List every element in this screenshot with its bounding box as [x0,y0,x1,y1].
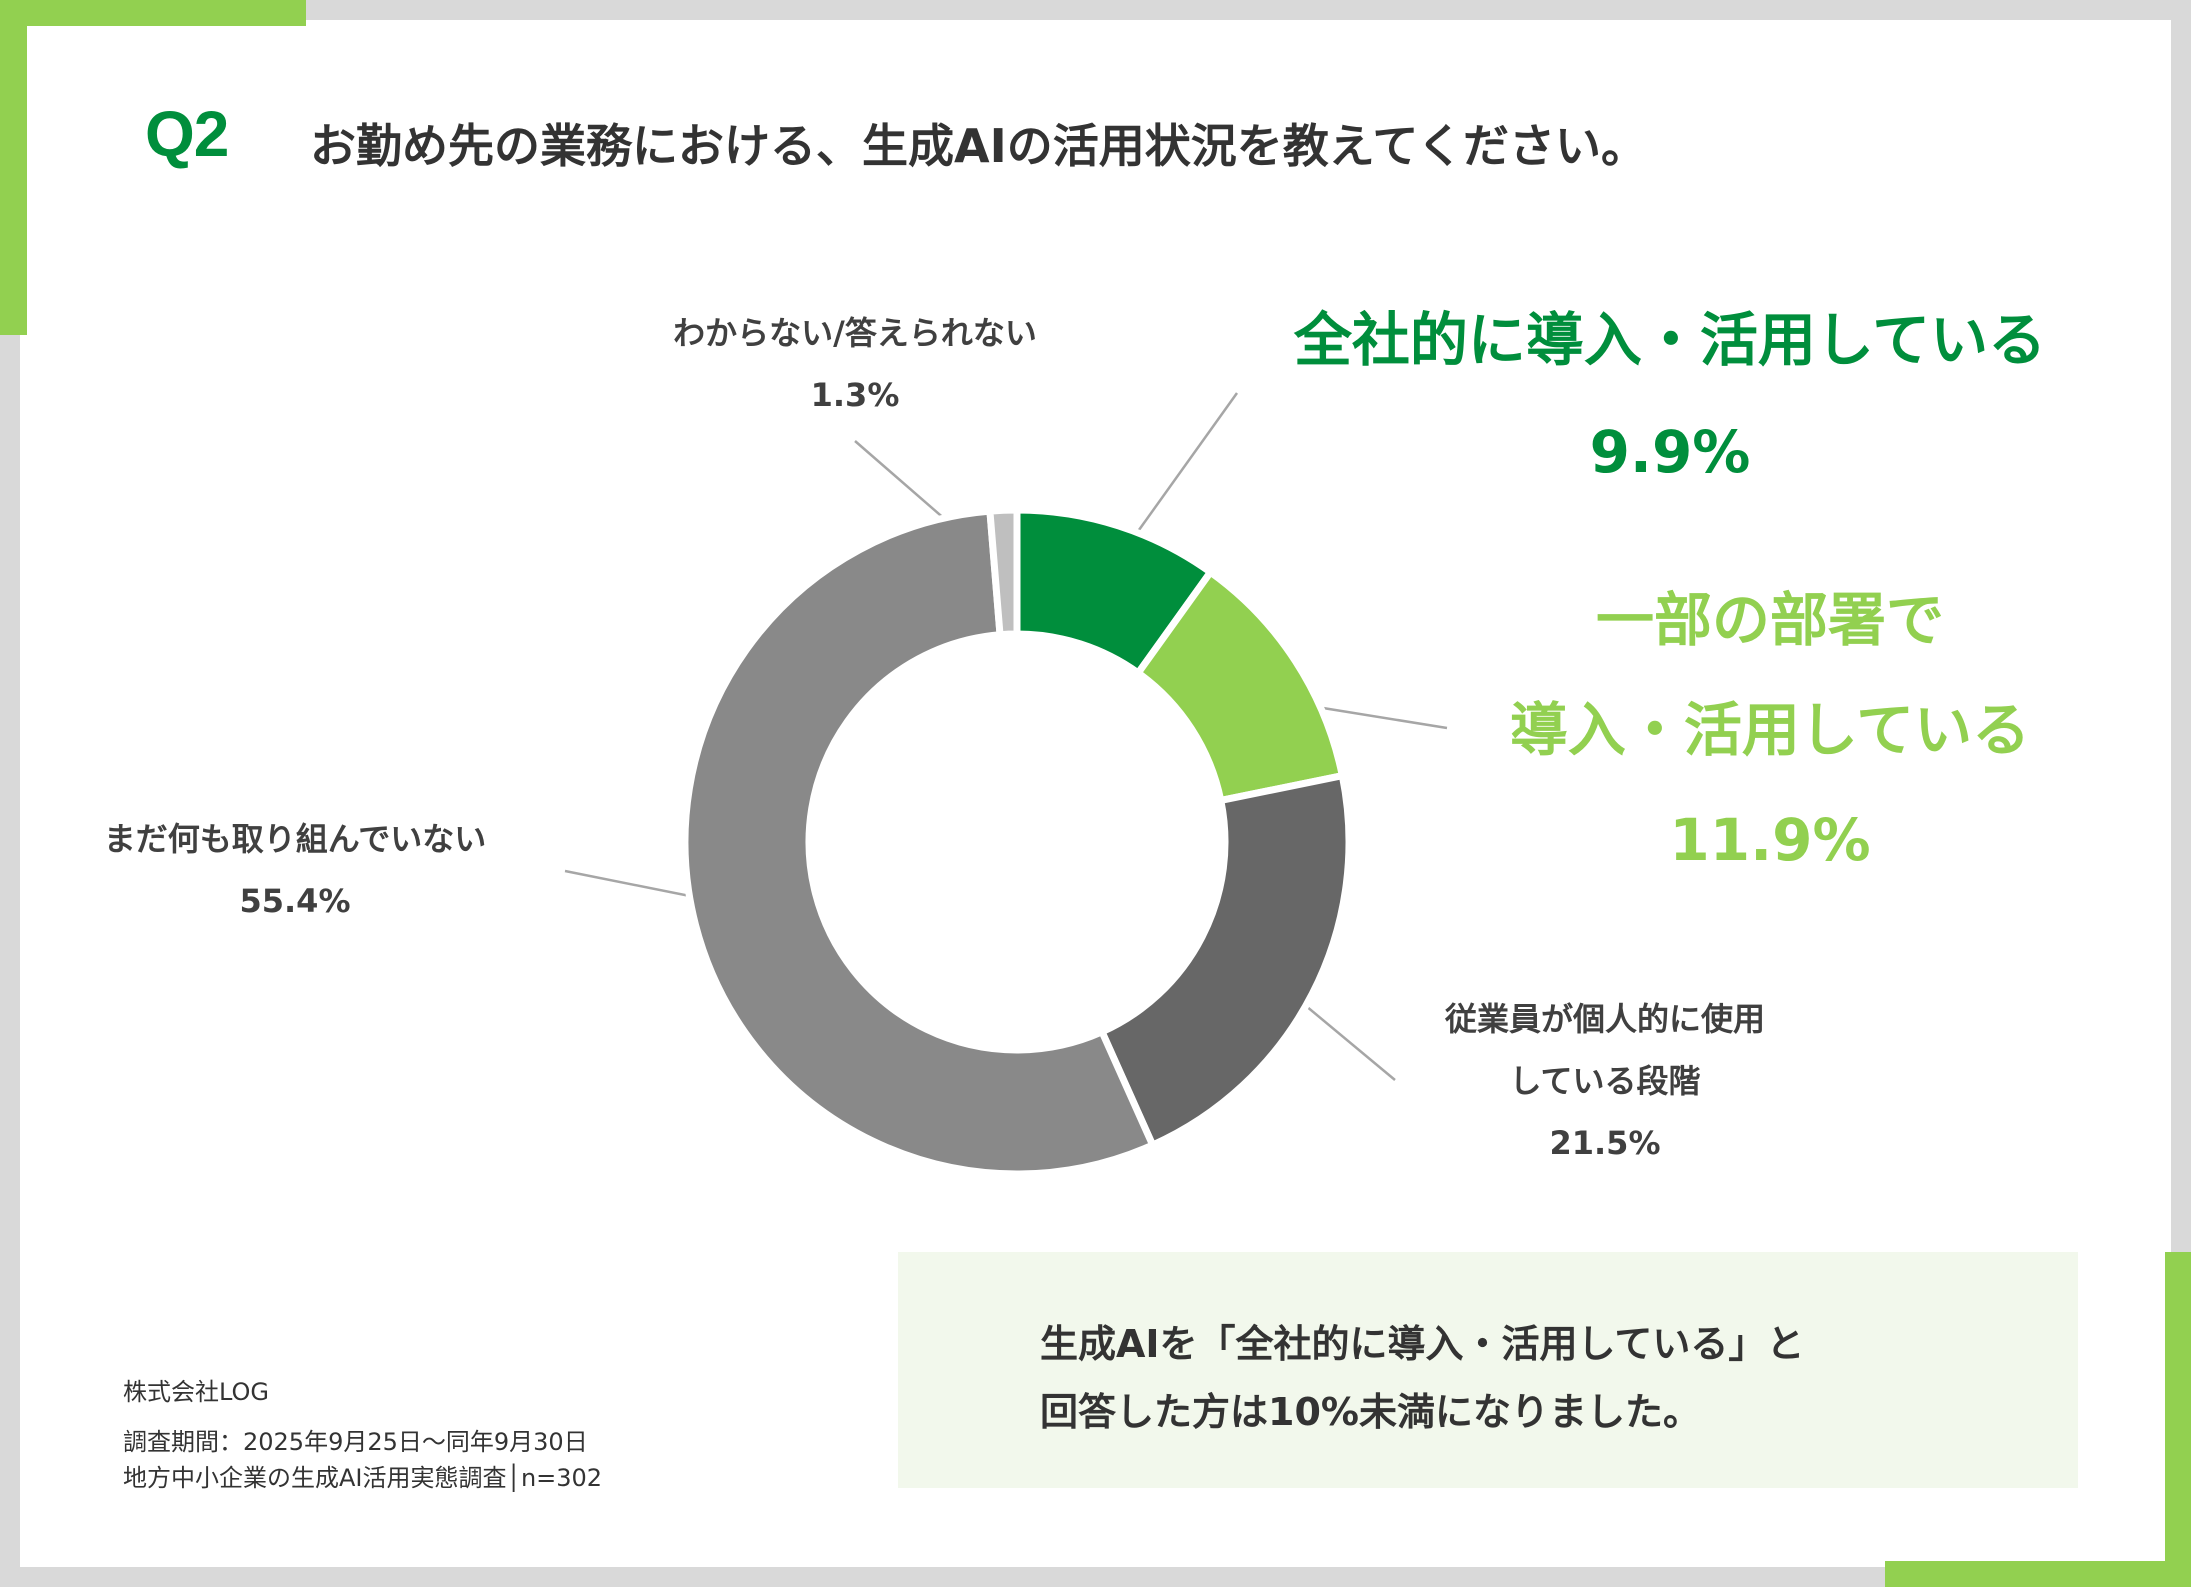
label-zenshateki-name: 全社的に導入・活用している [1293,306,2047,374]
accent-bar-bottom-right-vertical [2165,1252,2191,1587]
label-mada: まだ何も取り組んでいない 55.4% [75,808,515,932]
label-mada-name: まだ何も取り組んでいない [103,820,487,858]
footer-period: 調査期間：2025年9月25日〜同年9月30日 [123,1428,588,1456]
accent-bar-bottom-right-horizontal [1885,1561,2191,1587]
accent-bar-top-left-vertical [0,0,27,335]
question-text: お勤め先の業務における、生成AIの活用状況を教えてください。 [310,119,1648,173]
label-kojin-line1: 従業員が個人的に使用 [1444,1000,1765,1038]
label-mada-value: 55.4% [239,882,351,920]
footer-survey: 地方中小企業の生成AI活用実態調査│n=302 [123,1464,603,1492]
label-kojin: 従業員が個人的に使用 している段階 21.5% [1400,988,1810,1174]
donut-slices [681,506,1353,1178]
summary-line2: 回答した方は10%未満になりました。 [1040,1390,1701,1434]
accent-bar-top-left-horizontal [0,0,306,26]
label-ichibu-line2: 導入・活用している [1509,696,2031,764]
label-zenshateki-value: 9.9% [1589,418,1751,486]
label-ichibu-line1: 一部の部署で [1595,586,1944,654]
label-ichibu-value: 11.9% [1669,806,1871,874]
summary-text: 生成AIを「全社的に導入・活用している」と 回答した方は10%未満になりました。 [1040,1310,1804,1446]
footer-company: 株式会社LOG [123,1378,270,1406]
question-number: Q2 [145,98,229,170]
label-wakaranai-name: わからない/答えられない [673,314,1037,352]
label-wakaranai: わからない/答えられない 1.3% [620,302,1090,426]
slice-wakaranai [986,506,1021,639]
slice-mada [681,507,1157,1178]
label-ichibu: 一部の部署で 導入・活用している 11.9% [1420,565,2120,895]
label-wakaranai-value: 1.3% [810,376,900,414]
slice-kojin [1098,772,1353,1149]
summary-box [898,1252,2078,1488]
summary-line1: 生成AIを「全社的に導入・活用している」と [1040,1322,1805,1366]
label-kojin-value: 21.5% [1549,1124,1661,1162]
label-zenshateki: 全社的に導入・活用している 9.9% [1245,284,2095,508]
label-kojin-line2: している段階 [1509,1062,1701,1100]
